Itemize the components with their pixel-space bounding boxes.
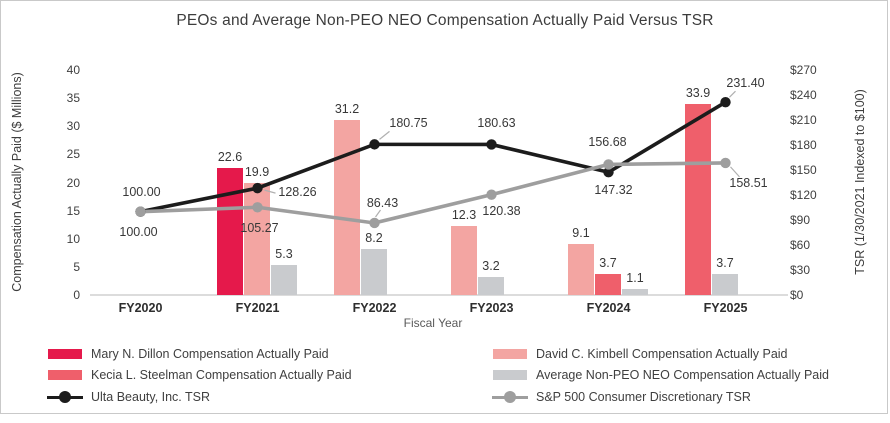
legend-label-ulta-tsr: Ulta Beauty, Inc. TSR: [91, 390, 211, 404]
left-axis-tick: 20: [66, 175, 80, 190]
kimbell-swatch-icon: [493, 349, 527, 359]
left-axis-tick: 0: [73, 288, 80, 302]
x-axis-title: Fiscal Year: [403, 316, 463, 330]
bar-value-label: 3.7: [716, 256, 734, 271]
bar-kimbell-fy2024: [568, 243, 594, 295]
legend-item-sp500-tsr: S&P 500 Consumer Discretionary TSR: [492, 388, 751, 406]
tsr-value-label: 147.32: [594, 183, 633, 198]
left-axis-tick: 30: [66, 119, 80, 134]
bar-value-label: 31.2: [334, 101, 360, 116]
dillon-swatch-icon: [48, 349, 82, 359]
x-axis-label-fy2021: FY2021: [235, 301, 280, 315]
tsr-value-label: 231.40: [726, 76, 765, 91]
left-axis-tick: 25: [66, 147, 80, 162]
x-axis-label-fy2022: FY2022: [352, 301, 397, 315]
legend-item-steelman: Kecia L. Steelman Compensation Actually …: [48, 366, 352, 384]
tsr-value-label: 100.00: [119, 224, 158, 239]
bar-avg-neo-fy2022: [361, 248, 387, 295]
steelman-swatch-icon: [48, 370, 82, 380]
ulta-line-marker-icon: [47, 391, 83, 403]
right-axis-tick: $270: [790, 63, 817, 77]
left-axis-tick: 40: [66, 63, 80, 77]
legend-label-avg-neo: Average Non-PEO NEO Compensation Actuall…: [536, 368, 829, 382]
bar-avg-neo-fy2024: [622, 288, 648, 295]
bar-value-label: 3.2: [482, 259, 500, 273]
legend-item-dillon: Mary N. Dillon Compensation Actually Pai…: [48, 345, 329, 363]
right-axis-tick: $0: [790, 288, 804, 302]
right-axis-tick: $90: [790, 213, 811, 227]
right-axis-tick: $180: [790, 138, 817, 152]
sp500-line-marker-icon: [492, 391, 528, 403]
bar-value-label: 9.1: [572, 225, 590, 240]
chart-title: PEOs and Average Non-PEO NEO Compensatio…: [176, 12, 714, 29]
bar-value-label: 19.9: [244, 165, 270, 180]
tsr-value-label: 105.27: [240, 221, 279, 236]
legend-label-sp500-tsr: S&P 500 Consumer Discretionary TSR: [536, 390, 751, 404]
x-axis-line: [90, 294, 788, 296]
legend-label-steelman: Kecia L. Steelman Compensation Actually …: [91, 368, 352, 382]
avg-neo-swatch-icon: [493, 370, 527, 380]
right-axis-tick: $210: [790, 113, 817, 127]
tsr-value-label: 120.38: [482, 203, 521, 218]
left-axis-tick: 15: [66, 203, 80, 218]
tsr-value-label: 158.51: [729, 175, 768, 190]
tsr-value-label: 156.68: [588, 135, 627, 150]
bar-avg-neo-fy2021: [271, 265, 297, 295]
legend-item-ulta-tsr: Ulta Beauty, Inc. TSR: [47, 388, 210, 406]
legend-label-kimbell: David C. Kimbell Compensation Actually P…: [536, 347, 788, 361]
legend-item-avg-neo: Average Non-PEO NEO Compensation Actuall…: [493, 366, 829, 384]
left-axis-tick: 5: [73, 259, 80, 274]
left-axis-tick: 35: [66, 91, 80, 106]
bar-value-label: 22.6: [217, 149, 243, 164]
bar-value-label: 33.9: [685, 86, 711, 101]
x-axis-label-fy2025: FY2025: [703, 301, 748, 315]
left-axis-title: Compensation Actually Paid ($ Millions): [10, 72, 24, 292]
legend-label-dillon: Mary N. Dillon Compensation Actually Pai…: [91, 347, 329, 361]
right-axis-tick: $240: [790, 88, 817, 102]
bar-value-label: 3.7: [599, 256, 617, 271]
right-axis-tick: $120: [790, 188, 817, 202]
right-axis-tick: $30: [790, 263, 811, 277]
x-axis-label-fy2023: FY2023: [469, 301, 514, 315]
right-axis-title: TSR (1/30/2021 Indexed to $100): [853, 89, 867, 275]
bar-steelman-fy2024: [595, 274, 621, 295]
x-axis-label-fy2024: FY2024: [586, 301, 631, 315]
bar-value-label: 1.1: [626, 270, 644, 285]
tsr-value-label: 86.43: [366, 195, 399, 210]
legend-item-kimbell: David C. Kimbell Compensation Actually P…: [493, 345, 788, 363]
tsr-value-label: 180.63: [477, 116, 516, 131]
bar-avg-neo-fy2023: [478, 277, 504, 295]
tsr-value-label: 180.75: [389, 116, 428, 131]
right-axis-tick: $150: [790, 163, 817, 177]
bar-value-label: 8.2: [365, 230, 383, 245]
tsr-value-label: 100.00: [122, 184, 161, 199]
right-axis-tick: $60: [790, 238, 811, 252]
left-axis-tick: 10: [66, 231, 80, 246]
bar-value-label: 5.3: [275, 247, 293, 262]
x-axis-label-fy2020: FY2020: [118, 301, 163, 315]
bar-avg-neo-fy2025: [712, 274, 738, 295]
tsr-value-label: 128.26: [278, 185, 317, 200]
bar-kimbell-fy2023: [451, 225, 477, 295]
